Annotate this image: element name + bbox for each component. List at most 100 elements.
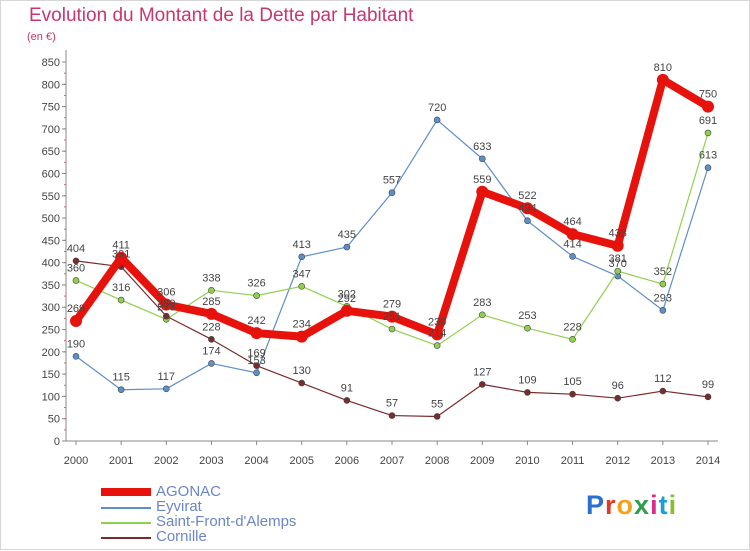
data-point-agonac <box>702 100 714 113</box>
data-point-agonac <box>611 239 624 252</box>
data-point-saint-front-d-alemps <box>478 311 486 319</box>
data-label-cornille: 404 <box>67 243 85 255</box>
data-label-eyvirat: 633 <box>473 141 491 153</box>
data-label-saint-front-d-alemps: 360 <box>67 262 85 274</box>
data-point-eyvirat <box>117 386 125 394</box>
data-point-agonac <box>431 328 444 341</box>
y-tick-label: 450 <box>42 235 60 247</box>
data-label-eyvirat: 414 <box>563 238 581 250</box>
data-label-agonac: 522 <box>518 190 536 202</box>
legend-swatch-saint-front <box>101 522 151 524</box>
legend-label-agonac: AGONAC <box>156 483 222 500</box>
data-label-eyvirat: 613 <box>699 150 717 162</box>
x-tick-label: 2000 <box>64 455 88 467</box>
data-label-cornille: 280 <box>157 298 175 310</box>
data-label-cornille: 169 <box>247 348 265 360</box>
legend-label-cornille: Cornille <box>156 528 207 545</box>
data-point-cornille <box>388 412 396 419</box>
data-point-eyvirat <box>162 385 170 393</box>
data-label-eyvirat: 174 <box>202 345 220 357</box>
data-label-cornille: 130 <box>293 365 311 377</box>
data-label-eyvirat: 117 <box>158 371 176 383</box>
y-tick-label: 350 <box>42 280 60 292</box>
y-tick-label: 250 <box>42 325 60 337</box>
data-label-agonac: 239 <box>428 316 446 328</box>
data-label-agonac: 810 <box>654 62 672 74</box>
y-tick-label: 0 <box>54 436 60 448</box>
data-label-agonac: 234 <box>293 319 311 331</box>
data-label-eyvirat: 153 <box>247 355 265 367</box>
logo-letter: r <box>605 490 617 520</box>
data-point-agonac <box>340 304 353 317</box>
legend-swatch-agonac <box>101 488 151 496</box>
legend-label-eyvirat: Eyvirat <box>156 498 202 515</box>
data-label-saint-front-d-alemps: 273 <box>157 301 175 313</box>
x-tick-label: 2006 <box>335 455 359 467</box>
x-tick-label: 2001 <box>109 455 133 467</box>
data-point-saint-front-d-alemps <box>569 336 576 343</box>
y-tick-label: 550 <box>42 191 60 203</box>
data-point-saint-front-d-alemps <box>433 342 441 349</box>
data-label-eyvirat: 494 <box>518 203 536 215</box>
data-label-agonac: 269 <box>67 303 85 315</box>
data-point-cornille <box>162 312 170 320</box>
data-point-saint-front-d-alemps <box>253 292 260 299</box>
data-label-saint-front-d-alemps: 253 <box>518 310 536 322</box>
data-point-cornille <box>659 387 667 395</box>
y-tick-label: 800 <box>42 79 60 91</box>
data-point-eyvirat <box>478 155 486 163</box>
legend-swatch-cornille <box>101 537 151 539</box>
data-label-saint-front-d-alemps: 347 <box>293 268 311 280</box>
data-label-eyvirat: 370 <box>609 258 627 270</box>
x-tick-label: 2007 <box>380 455 404 467</box>
data-point-eyvirat <box>704 164 712 171</box>
data-label-eyvirat: 557 <box>383 175 401 187</box>
x-tick-label: 2008 <box>425 455 449 467</box>
data-label-eyvirat: 413 <box>293 239 311 251</box>
data-point-agonac <box>386 310 398 323</box>
data-label-eyvirat: 115 <box>112 372 130 384</box>
data-label-cornille: 105 <box>563 376 581 388</box>
x-tick-label: 2011 <box>561 455 585 467</box>
data-label-cornille: 228 <box>202 321 220 333</box>
data-point-agonac <box>521 202 534 215</box>
data-point-eyvirat <box>343 243 351 251</box>
data-label-cornille: 99 <box>702 379 714 391</box>
data-point-eyvirat <box>659 307 667 314</box>
data-label-agonac: 306 <box>157 287 175 299</box>
data-label-saint-front-d-alemps: 338 <box>202 272 220 284</box>
data-point-saint-front-d-alemps <box>524 324 531 332</box>
y-tick-label: 400 <box>42 258 60 270</box>
data-label-cornille: 96 <box>612 380 624 392</box>
y-tick-label: 150 <box>42 369 60 381</box>
data-label-agonac: 750 <box>699 89 717 101</box>
data-point-saint-front-d-alemps <box>388 325 396 333</box>
data-point-agonac <box>115 251 128 264</box>
data-point-cornille <box>569 390 576 398</box>
data-label-cornille: 127 <box>473 366 491 378</box>
data-label-saint-front-d-alemps: 302 <box>338 288 356 300</box>
x-tick-label: 2005 <box>289 455 313 467</box>
data-point-saint-front-d-alemps <box>704 129 712 137</box>
x-tick-label: 2004 <box>244 455 268 467</box>
x-tick-label: 2013 <box>651 455 675 467</box>
data-label-saint-front-d-alemps: 251 <box>383 311 401 323</box>
data-point-agonac <box>476 185 489 198</box>
data-point-agonac <box>295 330 308 343</box>
data-point-eyvirat <box>433 116 441 124</box>
data-label-cornille: 55 <box>431 398 443 410</box>
data-label-saint-front-d-alemps: 381 <box>609 253 627 265</box>
logo-letter: t <box>658 490 669 520</box>
data-point-eyvirat <box>253 369 260 377</box>
data-label-saint-front-d-alemps: 326 <box>247 278 265 290</box>
data-label-cornille: 91 <box>341 382 353 394</box>
data-point-cornille <box>433 413 441 420</box>
y-tick-label: 650 <box>42 146 60 158</box>
data-label-saint-front-d-alemps: 316 <box>112 282 130 294</box>
data-point-saint-front-d-alemps <box>659 280 667 288</box>
data-label-saint-front-d-alemps: 228 <box>563 321 581 333</box>
data-label-eyvirat: 190 <box>67 338 85 350</box>
data-point-eyvirat <box>298 253 306 261</box>
